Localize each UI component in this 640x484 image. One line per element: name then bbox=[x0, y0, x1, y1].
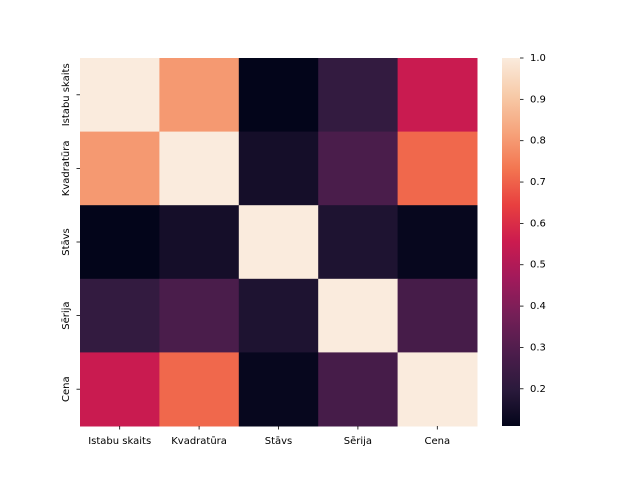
y-tick-label: Kvadratūra bbox=[61, 141, 72, 197]
heatmap-cell bbox=[238, 205, 319, 280]
x-tick-label: Sērija bbox=[344, 436, 372, 447]
colorbar-tick-label: 0.9 bbox=[530, 94, 546, 105]
heatmap-cell bbox=[238, 131, 319, 206]
heatmap-cell bbox=[318, 58, 399, 133]
colorbar-tick-label: 0.2 bbox=[530, 384, 546, 395]
heatmap-cell bbox=[80, 352, 160, 427]
heatmap-cell bbox=[397, 278, 478, 353]
heatmap-cell bbox=[318, 131, 399, 206]
y-tick-label: Sērija bbox=[61, 301, 72, 329]
heatmap-cell bbox=[397, 58, 478, 133]
colorbar-tick-label: 0.5 bbox=[530, 260, 546, 271]
colorbar-tick-label: 0.8 bbox=[530, 136, 546, 147]
x-tick-label: Kvadratūra bbox=[171, 436, 227, 447]
heatmap-cell bbox=[397, 352, 478, 427]
heatmap-cell bbox=[238, 58, 319, 133]
y-tick-label: Cena bbox=[61, 376, 72, 402]
colorbar-tick-label: 0.6 bbox=[530, 218, 546, 229]
heatmap-cell bbox=[318, 278, 399, 353]
colorbar-tick-label: 1.0 bbox=[530, 53, 546, 64]
colorbar bbox=[502, 58, 520, 426]
colorbar-tick-label: 0.3 bbox=[530, 342, 546, 353]
heatmap-cell bbox=[159, 352, 240, 427]
heatmap-cell bbox=[159, 58, 240, 133]
colorbar-tick-label: 0.4 bbox=[530, 301, 546, 312]
heatmap-cell bbox=[318, 352, 399, 427]
heatmap-cell bbox=[159, 205, 240, 280]
x-tick-label: Stāvs bbox=[265, 436, 293, 447]
x-tick-label: Istabu skaits bbox=[88, 436, 151, 447]
heatmap-cell bbox=[397, 131, 478, 206]
heatmap-cell bbox=[80, 58, 160, 133]
colorbar-tick-label: 0.7 bbox=[530, 177, 546, 188]
heatmap-cell bbox=[80, 278, 160, 353]
y-tick-label: Istabu skaits bbox=[61, 63, 72, 126]
x-tick-label: Cena bbox=[424, 436, 450, 447]
heatmap-cell bbox=[397, 205, 478, 280]
heatmap-cell bbox=[159, 278, 240, 353]
heatmap-cell bbox=[238, 278, 319, 353]
heatmap-cell bbox=[238, 352, 319, 427]
y-tick-label: Stāvs bbox=[61, 228, 72, 256]
heatmap-cell bbox=[80, 205, 160, 280]
heatmap-cell bbox=[159, 131, 240, 206]
heatmap-cell bbox=[318, 205, 399, 280]
heatmap-cell bbox=[80, 131, 160, 206]
